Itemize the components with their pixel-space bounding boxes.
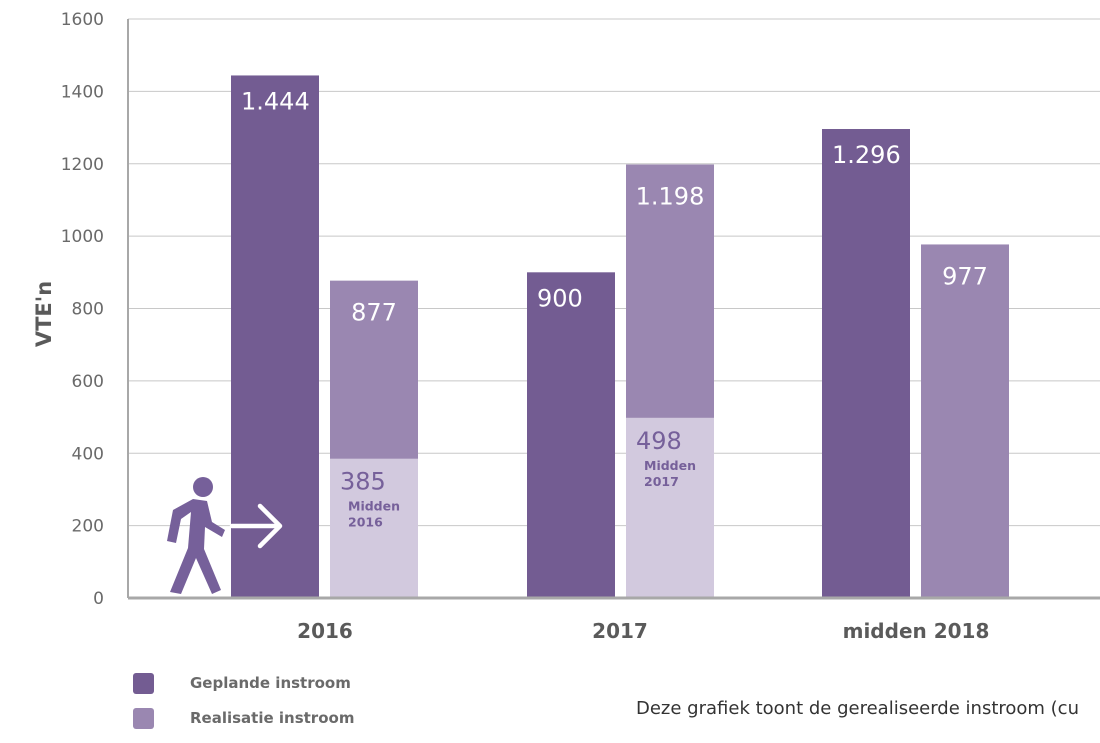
midyear-note: Midden — [644, 458, 696, 473]
bar-value-label: 1.198 — [636, 182, 705, 210]
value-labels: 1.444877385Midden20169001.198498Midden20… — [241, 87, 988, 529]
y-tick-label: 400 — [72, 444, 104, 464]
legend-swatch-geplande — [133, 672, 154, 694]
arrow-right-icon — [229, 503, 283, 549]
bar-value-label: 1.296 — [832, 141, 901, 169]
legend-label-realisatie: Realisatie instroom — [190, 709, 355, 727]
bar-value-label: 1.444 — [241, 87, 310, 115]
legend-item-geplande: Geplande instroom — [133, 672, 354, 694]
bar-value-label: 977 — [942, 262, 988, 290]
midyear-value-label: 498 — [636, 427, 682, 455]
midyear-note: 2016 — [348, 515, 383, 530]
x-category-label: 2017 — [592, 619, 648, 643]
bar-realisatie-midden-2018 — [921, 244, 1009, 598]
y-tick-label: 0 — [93, 589, 104, 609]
y-tick-label: 800 — [72, 300, 104, 320]
bar-geplande-midden-2018 — [822, 129, 910, 598]
midyear-value-label: 385 — [340, 468, 386, 496]
y-axis-label: VTE'n — [32, 281, 56, 347]
bar-value-label: 877 — [351, 299, 397, 327]
bar-midden-2016 — [330, 458, 418, 598]
x-category-label: midden 2018 — [843, 619, 990, 643]
bar-geplande-2016 — [231, 75, 319, 598]
bar-midden-2017 — [626, 417, 714, 598]
legend-swatch-realisatie — [133, 707, 154, 729]
midyear-note: Midden — [348, 499, 400, 514]
legend: Geplande instroom Realisatie instroom — [133, 672, 355, 743]
y-tick-label: 1400 — [61, 82, 104, 102]
chart-caption: Deze grafiek toont de gerealiseerde inst… — [636, 698, 1079, 719]
walking-person-icon — [167, 477, 225, 594]
x-category-label: 2016 — [297, 619, 353, 643]
y-tick-label: 200 — [72, 517, 104, 537]
bar-chart: VTE'n 0 200 400 600 800 1000 1200 1400 1600 1.44… — [32, 10, 1100, 643]
legend-item-realisatie: Realisatie instroom — [133, 707, 355, 729]
y-tick-label: 1200 — [61, 155, 104, 175]
y-tick-label: 1600 — [61, 10, 104, 30]
bar-geplande-2017 — [527, 272, 615, 598]
y-axis-ticks: 0 200 400 600 800 1000 1200 1400 1600 — [61, 10, 104, 609]
midyear-note: 2017 — [644, 474, 679, 489]
legend-label-geplande: Geplande instroom — [190, 674, 351, 692]
y-tick-label: 1000 — [61, 227, 104, 247]
bar-value-label: 900 — [537, 284, 583, 312]
bars — [231, 75, 1009, 598]
category-labels: 2016 2017 midden 2018 — [297, 619, 989, 643]
y-tick-label: 600 — [72, 372, 104, 392]
